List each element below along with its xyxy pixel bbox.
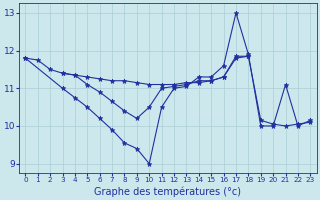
X-axis label: Graphe des températures (°c): Graphe des températures (°c) (94, 186, 241, 197)
